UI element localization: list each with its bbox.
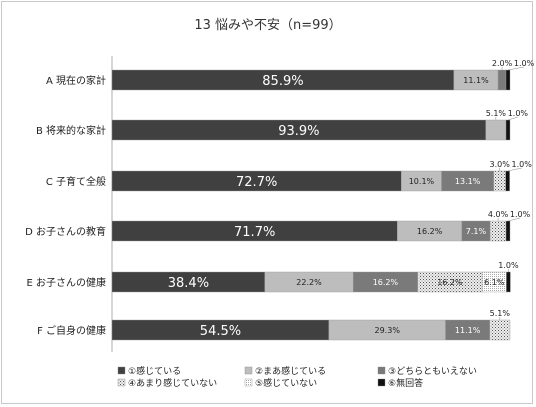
data-label: 3.0%	[489, 160, 510, 169]
data-label: 93.9%	[278, 124, 319, 139]
data-label: 29.3%	[375, 326, 401, 335]
category-label: C 子育て全般	[46, 175, 106, 188]
leader-line	[507, 167, 522, 172]
data-label: 1.0%	[508, 109, 529, 118]
category-labels: A 現在の家計 B 将来的な家計 C 子育て全般 D お子さんの教育 E お子さんの健康…	[25, 74, 106, 337]
legend-label: ③どちらともいえない	[388, 366, 477, 377]
legend-label: ⑥無回答	[388, 377, 423, 389]
legend-label: ②まあ感じている	[255, 365, 326, 377]
legend-swatch	[117, 366, 126, 375]
data-label: 38.4%	[168, 276, 209, 291]
data-label: 2.0%	[492, 59, 513, 68]
data-label: 7.1%	[466, 227, 487, 236]
bar-segment	[497, 69, 507, 91]
leader-line	[507, 116, 518, 121]
legend-label: ①感じている	[128, 365, 181, 377]
bar-segment	[485, 119, 507, 141]
data-label: 13.1%	[455, 177, 481, 186]
legend-swatch	[377, 366, 386, 375]
category-label: F ご自身の健康	[37, 324, 106, 337]
category-label: E お子さんの健康	[27, 276, 107, 289]
data-label: 1.0%	[514, 59, 535, 68]
data-label: 11.1%	[455, 326, 481, 335]
bar-segment	[505, 220, 511, 242]
data-label: 5.1%	[490, 309, 511, 318]
data-label: 5.1%	[486, 109, 507, 118]
data-label: 16.2%	[437, 278, 463, 287]
bars-group: 85.9% 11.1%2.0% 1.0%93.9%5.1% 1.0%72.7% 10.1…	[111, 59, 535, 341]
bar-segment	[505, 69, 511, 91]
legend-swatch	[117, 378, 126, 387]
bar-segment	[506, 271, 511, 293]
data-label: 1.0%	[510, 210, 531, 219]
data-label: 1.0%	[511, 160, 532, 169]
legend-label: ④あまり感じていない	[128, 377, 217, 389]
bar-segment	[505, 170, 510, 192]
data-label: 6.1%	[484, 278, 505, 287]
leader-line	[507, 217, 521, 222]
data-label: 16.2%	[373, 278, 399, 287]
data-label: 11.1%	[463, 76, 489, 85]
bar-segment	[493, 170, 506, 192]
category-label: D お子さんの教育	[25, 225, 106, 238]
data-label: 22.2%	[296, 278, 322, 287]
legend: ①感じている ②まあ感じている ③どちらともいえない ④あまり感じていない ⑤感じていな…	[117, 365, 477, 389]
category-label: A 現在の家計	[46, 74, 106, 87]
data-label: 16.2%	[417, 227, 443, 236]
data-label: 10.1%	[409, 177, 435, 186]
data-label: 1.0%	[498, 261, 519, 270]
bar-segment	[505, 119, 511, 141]
bar-segment	[489, 319, 511, 341]
chart-title: 13 悩みや不安（n=99）	[194, 18, 341, 33]
category-label: B 将来的な家計	[36, 124, 106, 137]
data-label: 72.7%	[236, 175, 277, 190]
data-label: 4.0%	[488, 210, 509, 219]
data-label: 85.9%	[262, 74, 303, 89]
bar-segment	[489, 220, 507, 242]
legend-label: ⑤感じていない	[255, 377, 317, 389]
data-label: 71.7%	[234, 225, 275, 240]
data-label: 54.5%	[200, 324, 241, 339]
legend-swatch	[244, 378, 253, 387]
legend-swatch	[244, 366, 253, 375]
leader-line	[507, 66, 525, 71]
legend-swatch	[377, 378, 386, 387]
